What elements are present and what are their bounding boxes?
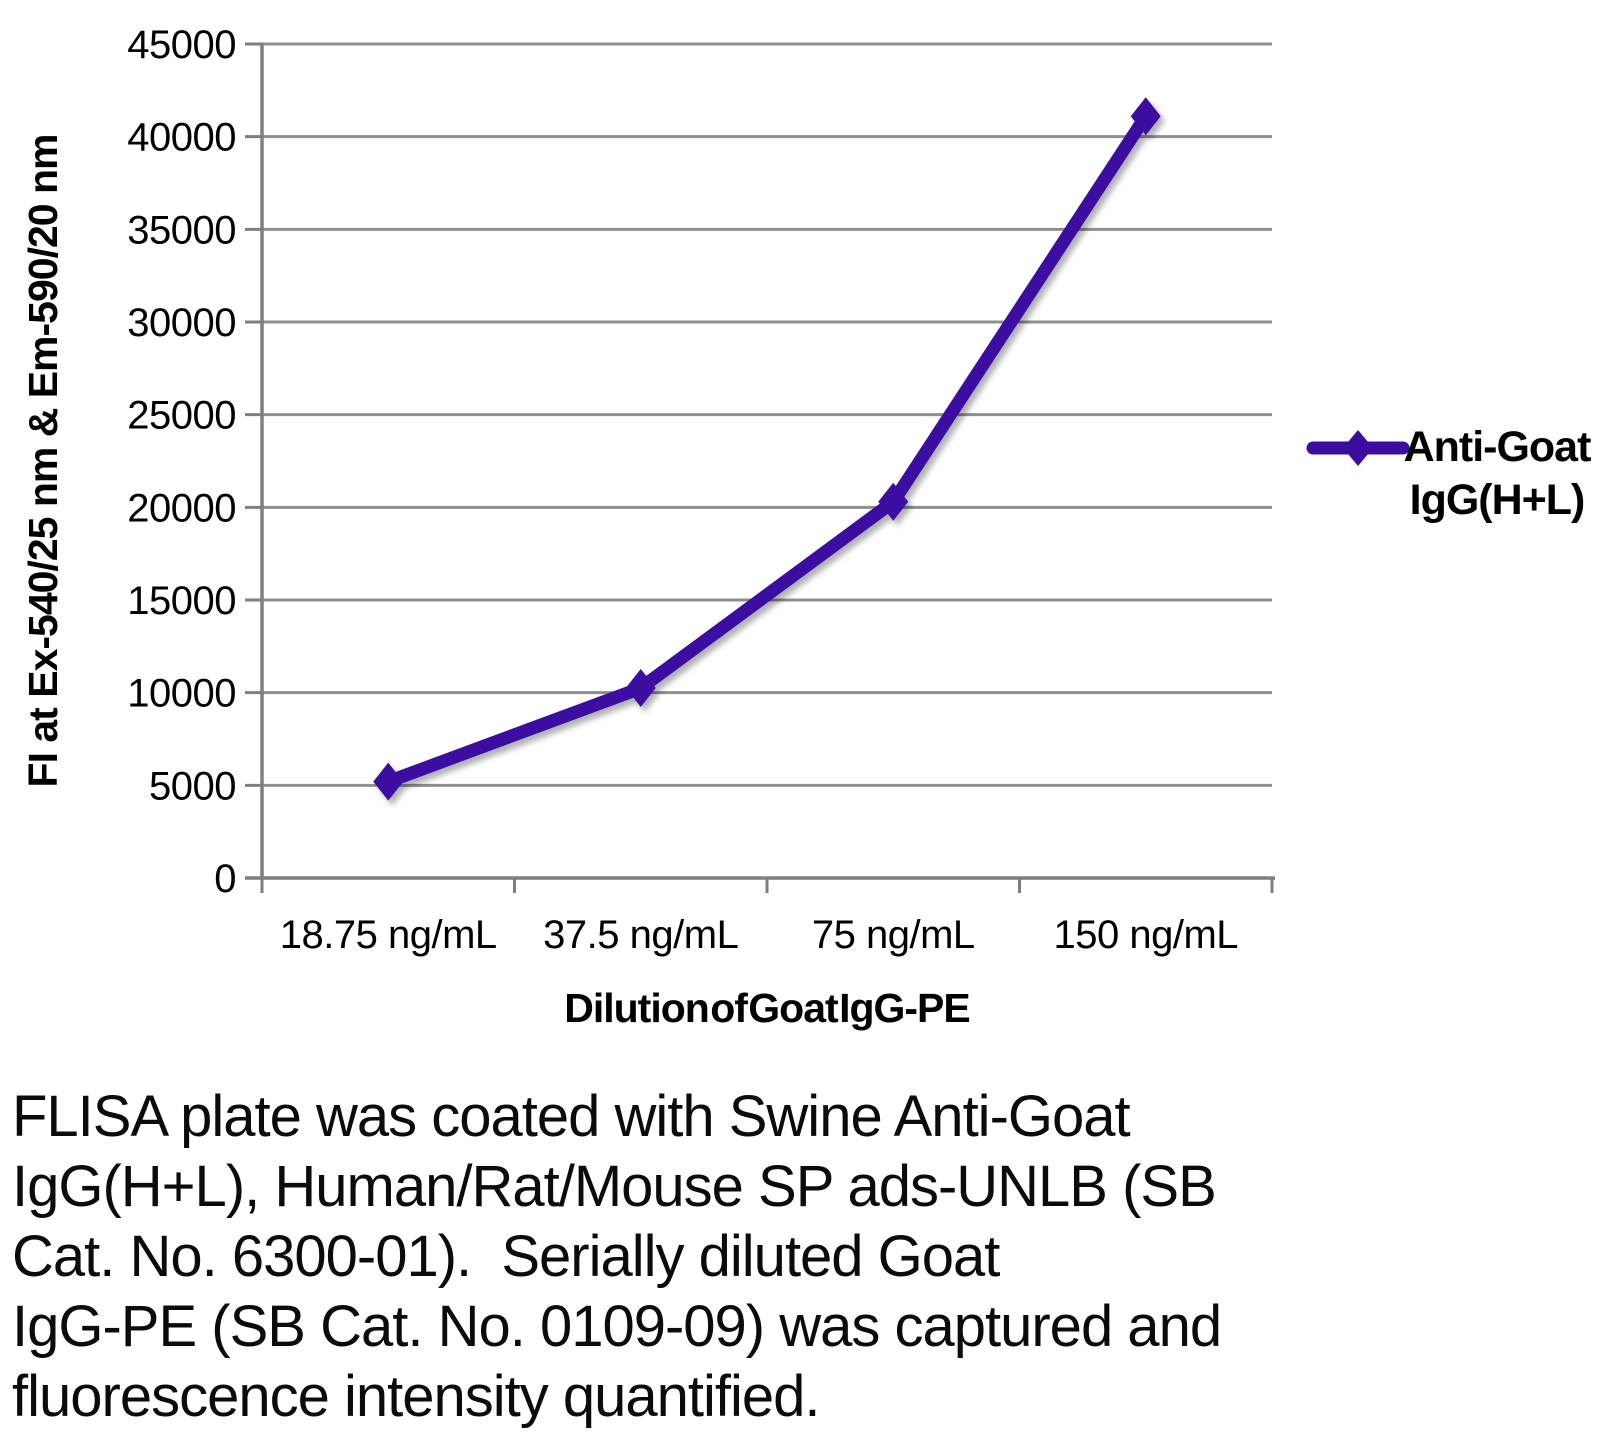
data-point-marker bbox=[625, 669, 656, 708]
y-tick-label: 5000 bbox=[149, 764, 236, 808]
caption-line: IgG-PE (SB Cat. No. 0109-09) was capture… bbox=[12, 1294, 1222, 1359]
y-axis-title: FI at Ex-540/25 nm & Em-590/20 nm bbox=[20, 135, 66, 788]
x-tick-label: 18.75 ng/mL bbox=[280, 913, 497, 957]
y-tick-label: 0 bbox=[214, 857, 236, 901]
x-axis-title: Dilution of Goat IgG-PE bbox=[564, 985, 970, 1031]
figure-caption: FLISA plate was coated with Swine Anti-G… bbox=[12, 1082, 1222, 1432]
series-line bbox=[381, 109, 1153, 789]
y-tick-label: 40000 bbox=[127, 116, 236, 160]
legend-label-line: IgG(H+L) bbox=[1410, 476, 1585, 524]
caption-line: Cat. No. 6300-01). Serially diluted Goat bbox=[12, 1224, 1000, 1289]
legend-marker-diamond bbox=[1343, 430, 1373, 466]
y-tick-label: 35000 bbox=[127, 208, 236, 252]
data-point-marker bbox=[878, 482, 909, 521]
legend: Anti-Goat IgG(H+L) bbox=[1306, 423, 1592, 524]
line-chart: 0 5000 10000 15000 20000 25000 30000 35000 40000… bbox=[20, 23, 1592, 1031]
y-tick-label: 45000 bbox=[127, 23, 236, 67]
y-tick-label: 10000 bbox=[127, 672, 236, 716]
y-tick-label: 20000 bbox=[127, 486, 236, 530]
caption-line: IgG(H+L), Human/Rat/Mouse SP ads-UNLB (S… bbox=[12, 1154, 1217, 1219]
caption-line: FLISA plate was coated with Swine Anti-G… bbox=[12, 1084, 1131, 1149]
data-point-marker bbox=[373, 762, 404, 801]
caption-line: fluorescence intensity quantified. bbox=[12, 1364, 821, 1429]
x-tick-label: 150 ng/mL bbox=[1053, 913, 1238, 957]
x-tick-label: 37.5 ng/mL bbox=[543, 913, 738, 957]
series-group bbox=[373, 97, 1161, 801]
y-tick-label: 30000 bbox=[127, 301, 236, 345]
legend-label-line: Anti-Goat bbox=[1404, 423, 1592, 471]
y-tick-label: 25000 bbox=[127, 394, 236, 438]
data-point-marker bbox=[1130, 97, 1161, 136]
x-tick-label: 75 ng/mL bbox=[812, 913, 975, 957]
y-tick-label: 15000 bbox=[127, 579, 236, 623]
